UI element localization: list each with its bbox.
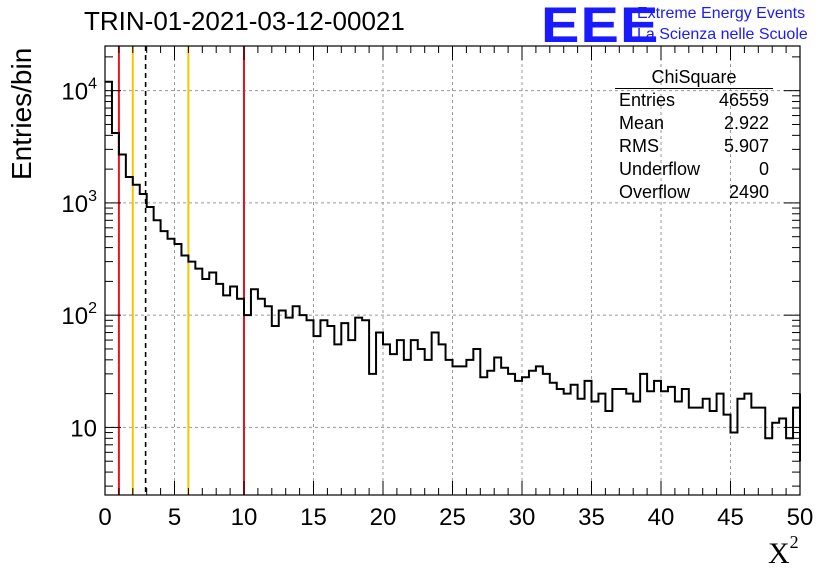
- stats-row-mean: Mean 2.922: [611, 112, 777, 135]
- stats-row-underflow: Underflow 0: [611, 158, 777, 181]
- x-tick-label: 30: [509, 504, 536, 531]
- x-tick-label: 45: [717, 504, 744, 531]
- x-tick-label: 25: [439, 504, 466, 531]
- histogram-line: [105, 80, 801, 462]
- logo-line-2: La Scienza nelle Scuole: [637, 26, 808, 43]
- x-tick-label: 15: [300, 504, 327, 531]
- stats-label: Mean: [619, 113, 665, 133]
- stats-row-rms: RMS 5.907: [611, 135, 777, 158]
- stats-label: Underflow: [619, 159, 701, 179]
- y-tick-label: 103: [61, 188, 97, 218]
- stats-title: ChiSquare: [615, 66, 773, 89]
- stats-value: 5.907: [723, 136, 769, 156]
- y-tick-label: 104: [61, 76, 97, 106]
- stats-row-entries: Entries 46559: [611, 89, 777, 112]
- y-tick-label: 102: [61, 300, 97, 330]
- x-tick-label: 50: [787, 504, 814, 531]
- stats-value: 0: [758, 159, 769, 179]
- x-tick-label: 0: [98, 504, 111, 531]
- y-axis-label: Entries/bin: [6, 47, 37, 180]
- x-axis-label-text: X: [768, 537, 790, 570]
- x-axis: 0 5 10 15 20 25 30 35 40 45 50: [98, 46, 813, 531]
- x-tick-label: 5: [168, 504, 181, 531]
- stats-label: Overflow: [619, 182, 691, 202]
- stats-row-overflow: Overflow 2490: [611, 181, 777, 204]
- y-tick-label: 10: [70, 415, 97, 442]
- stats-label: RMS: [619, 136, 659, 156]
- x-axis-label-exponent: 2: [789, 532, 799, 552]
- y-axis: 10 102 103 104: [61, 56, 800, 487]
- stats-value: 2490: [728, 182, 769, 202]
- chart-title: TRIN-01-2021-03-12-00021: [84, 6, 405, 36]
- histogram: [105, 80, 801, 462]
- stats-box: ChiSquare Entries 46559 Mean 2.922 RMS 5…: [611, 66, 777, 206]
- marker-lines: [117, 46, 245, 495]
- x-tick-label: 20: [370, 504, 397, 531]
- eee-logo-text: Extreme Energy Events La Scienza nelle S…: [637, 3, 808, 45]
- grid-lines: [105, 46, 800, 495]
- x-tick-label: 10: [231, 504, 258, 531]
- eee-logo: EEE: [541, 0, 660, 53]
- x-tick-label: 35: [578, 504, 605, 531]
- stats-label: Entries: [619, 90, 676, 110]
- stats-value: 2.922: [723, 113, 769, 133]
- stats-value: 46559: [718, 90, 769, 110]
- x-axis-label: X2: [768, 532, 799, 571]
- x-tick-label: 40: [648, 504, 675, 531]
- logo-line-1: Extreme Energy Events: [637, 5, 806, 22]
